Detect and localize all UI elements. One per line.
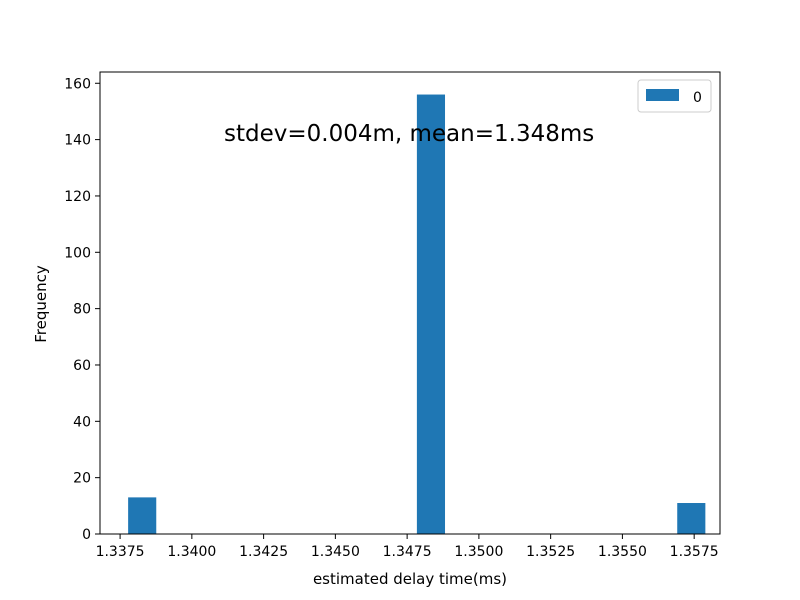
- x-tick-label: 1.3525: [526, 544, 575, 560]
- x-tick-label: 1.3425: [239, 544, 288, 560]
- y-tick-label: 80: [73, 302, 91, 318]
- x-tick-label: 1.3450: [311, 544, 360, 560]
- histogram-bar: [677, 503, 706, 534]
- x-tick-label: 1.3575: [670, 544, 719, 560]
- legend: 0: [637, 79, 712, 113]
- stats-annotation: stdev=0.004m, mean=1.348ms: [224, 121, 594, 147]
- x-tick-label: 1.3375: [96, 544, 145, 560]
- legend-swatch: [646, 89, 679, 101]
- x-tick-label: 1.3500: [454, 544, 503, 560]
- y-tick-label: 60: [73, 358, 91, 374]
- plot-frame: [99, 71, 721, 535]
- x-tick-label: 1.3550: [598, 544, 647, 560]
- histogram-bar: [416, 94, 446, 534]
- x-axis-label: estimated delay time(ms): [313, 570, 507, 588]
- y-axis-label: Frequency: [32, 265, 50, 343]
- y-tick-label: 140: [64, 133, 91, 149]
- y-tick-label: 160: [64, 76, 91, 92]
- x-axis: 1.3375 1.3400 1.3425 1.3450 1.3475 1.3500 1.35…: [96, 534, 719, 560]
- histogram-bar: [128, 497, 157, 534]
- x-tick-label: 1.3400: [167, 544, 216, 560]
- y-axis: 0 20 40 60 80 100 120 140 160: [64, 76, 100, 543]
- y-tick-label: 0: [82, 527, 91, 543]
- legend-label: 0: [693, 90, 702, 106]
- x-tick-label: 1.3475: [383, 544, 432, 560]
- y-tick-label: 40: [73, 414, 91, 430]
- y-tick-label: 100: [64, 245, 91, 261]
- y-tick-label: 120: [64, 189, 91, 205]
- bars-group: [128, 94, 706, 534]
- y-tick-label: 20: [73, 471, 91, 487]
